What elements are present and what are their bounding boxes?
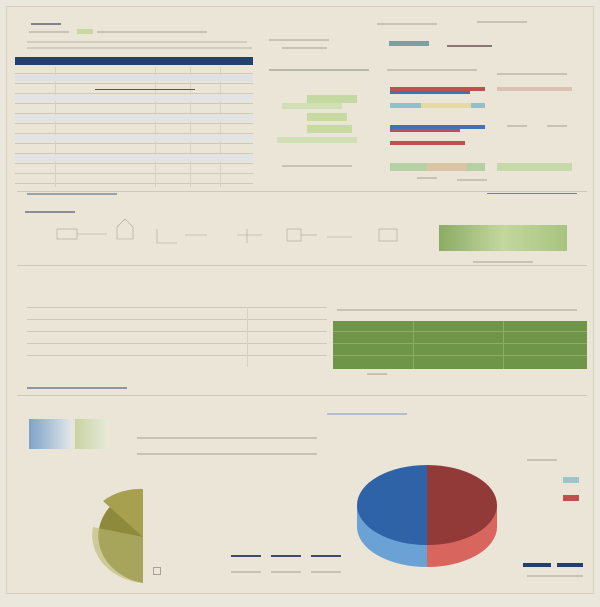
legend-swatch: [75, 419, 109, 449]
table-icon: [153, 567, 161, 575]
section-title-mark: [27, 193, 117, 195]
text-mark: [137, 437, 317, 439]
bar: [390, 91, 470, 94]
header-mark: [477, 21, 527, 23]
green-table: [333, 321, 587, 369]
table-row: [15, 95, 253, 101]
text-mark: [311, 555, 341, 557]
text-mark: [527, 575, 583, 577]
bar: [390, 141, 465, 145]
legend-swatch: [563, 477, 579, 483]
text-mark: [311, 571, 341, 573]
text-mark: [231, 555, 261, 557]
dashboard-sheet: [6, 6, 594, 594]
text-mark: [137, 453, 317, 455]
bar: [390, 129, 460, 132]
text-mark: [367, 373, 387, 375]
table-row: [15, 75, 253, 81]
legend-swatch: [523, 563, 551, 567]
text-mark: [282, 165, 352, 167]
panel-title-mark: [31, 23, 61, 25]
header-mark: [497, 73, 567, 75]
subtitle-mark: [29, 31, 69, 33]
header-mark: [377, 23, 437, 25]
header-mark: [27, 47, 252, 49]
text-mark: [327, 413, 407, 415]
table-row: [15, 115, 253, 121]
table-row: [15, 155, 253, 161]
section-title-mark: [27, 387, 127, 389]
bar: [421, 103, 471, 108]
table-row: [95, 89, 195, 90]
bar: [497, 163, 572, 171]
header-mark: [282, 47, 327, 49]
section-divider: [17, 395, 587, 396]
pie-chart-icon: [357, 465, 497, 567]
header-mark: [97, 31, 207, 33]
text-mark: [507, 125, 527, 127]
bar: [427, 163, 467, 171]
highlight-block: [439, 225, 567, 251]
divider: [17, 265, 587, 266]
text-mark: [527, 459, 557, 461]
data-table: [15, 67, 253, 187]
text-mark: [231, 571, 261, 573]
text-mark: [547, 125, 567, 127]
legend-swatch: [77, 29, 93, 34]
table-row: [15, 135, 253, 141]
header-mark: [27, 41, 247, 43]
header-mark: [269, 69, 369, 71]
bar: [497, 87, 572, 91]
text-mark: [457, 179, 487, 181]
highlight-block: [277, 137, 357, 143]
legend-swatch: [557, 563, 583, 567]
header-mark: [447, 45, 492, 47]
text-mark: [417, 177, 437, 179]
text-mark: [271, 555, 301, 557]
header-mark: [387, 69, 477, 71]
bar: [390, 87, 485, 91]
legend-swatch: [389, 41, 429, 46]
divider: [487, 193, 577, 194]
highlight-block: [307, 125, 352, 133]
legend-swatch: [563, 495, 579, 501]
legend-swatch: [29, 419, 71, 449]
section-title-mark: [25, 211, 75, 213]
highlight-block: [307, 95, 357, 103]
text-mark: [271, 571, 301, 573]
table-header-bar: [15, 57, 253, 65]
text-mark: [337, 309, 577, 311]
line-diagram-icon: [56, 218, 398, 244]
pie-chart-icon: [92, 488, 143, 583]
text-mark: [473, 261, 533, 263]
header-mark: [269, 39, 329, 41]
highlight-block: [307, 113, 347, 121]
bar: [390, 125, 485, 129]
section-divider: [17, 191, 587, 192]
highlight-block: [282, 103, 342, 109]
